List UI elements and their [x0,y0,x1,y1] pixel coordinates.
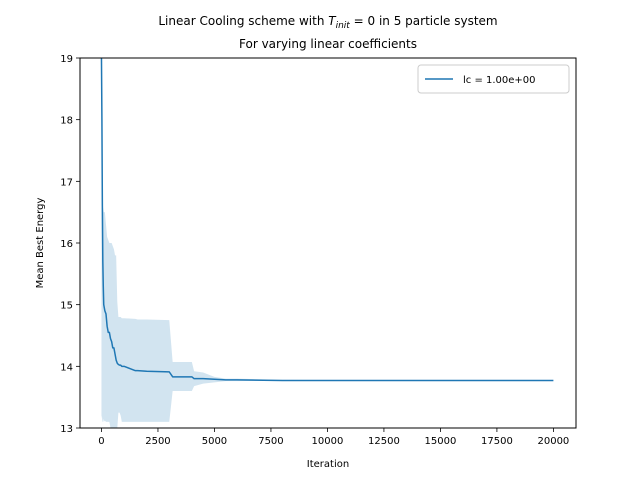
chart-title: Linear Cooling scheme with Tinit = 0 in … [158,14,497,31]
y-tick-label: 14 [60,362,73,373]
y-tick-label: 13 [60,424,73,435]
legend-box [417,64,570,94]
x-axis-label: Iteration [307,459,349,470]
x-tick-label: 2500 [145,436,170,447]
y-tick-label: 16 [60,239,73,250]
y-tick-label: 15 [60,301,73,312]
legend: lc = 1.00e+00 [417,64,570,94]
plot-clip-group [100,58,554,428]
chart-subtitle: For varying linear coefficients [239,37,417,51]
series-0-line [100,58,554,382]
x-tick-label: 12500 [368,436,400,447]
series-0-band [101,58,554,428]
y-tick-label: 19 [60,54,73,65]
y-tick-label: 17 [60,177,73,188]
x-tick-label: 17500 [481,436,513,447]
y-axis: 13 14 15 16 17 18 19 [60,54,80,435]
y-axis-label: Mean Best Energy [35,198,46,289]
x-tick-label: 7500 [258,436,283,447]
plot-area [100,58,554,428]
y-tick-label: 18 [60,116,73,127]
x-tick-label: 20000 [537,436,569,447]
x-tick-label: 0 [98,436,104,447]
legend-label: lc = 1.00e+00 [463,75,536,86]
x-tick-label: 5000 [202,436,227,447]
x-tick-label: 10000 [312,436,344,447]
x-axis: 0 2500 5000 7500 10000 12500 15000 17500 20000 [98,428,569,447]
x-tick-label: 15000 [425,436,457,447]
